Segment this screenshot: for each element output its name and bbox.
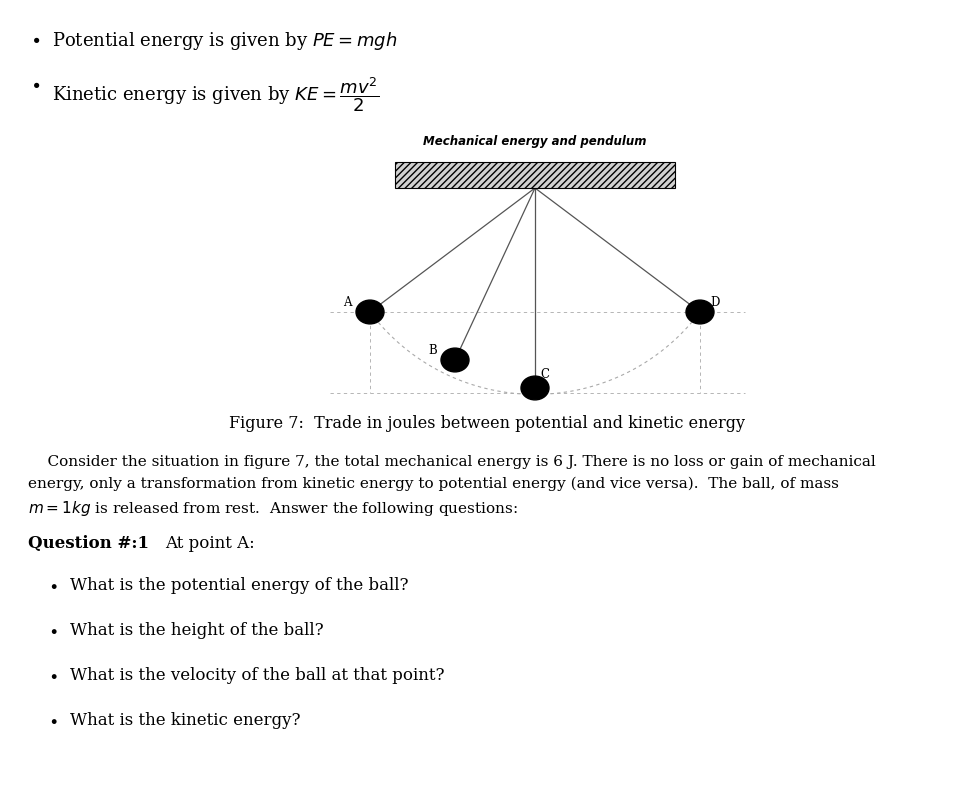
- Text: Question #:1: Question #:1: [28, 535, 149, 552]
- Text: C: C: [540, 368, 549, 381]
- Text: $\bullet$: $\bullet$: [48, 577, 58, 594]
- Text: Potential energy is given by $\mathit{PE} = \mathit{mgh}$: Potential energy is given by $\mathit{PE…: [52, 30, 398, 52]
- Text: What is the potential energy of the ball?: What is the potential energy of the ball…: [70, 577, 409, 594]
- Text: $\bullet$: $\bullet$: [48, 622, 58, 639]
- Text: What is the velocity of the ball at that point?: What is the velocity of the ball at that…: [70, 667, 445, 684]
- Text: Consider the situation in figure 7, the total mechanical energy is 6 J. There is: Consider the situation in figure 7, the …: [28, 455, 876, 469]
- Text: $m = 1kg$ is released from rest.  Answer the following questions:: $m = 1kg$ is released from rest. Answer …: [28, 499, 518, 518]
- Text: Kinetic energy is given by $\mathit{KE} = \dfrac{\mathit{mv}^2}{2}$: Kinetic energy is given by $\mathit{KE} …: [52, 75, 379, 114]
- Text: At point A:: At point A:: [165, 535, 254, 552]
- Text: B: B: [428, 344, 437, 357]
- Text: Figure 7:  Trade in joules between potential and kinetic energy: Figure 7: Trade in joules between potent…: [229, 415, 745, 432]
- Text: $\bullet$: $\bullet$: [48, 667, 58, 684]
- Text: energy, only a transformation from kinetic energy to potential energy (and vice : energy, only a transformation from kinet…: [28, 477, 838, 491]
- Ellipse shape: [356, 300, 384, 324]
- Bar: [395, 162, 675, 188]
- Ellipse shape: [441, 348, 469, 372]
- Text: $\bullet$: $\bullet$: [48, 712, 58, 729]
- Text: What is the kinetic energy?: What is the kinetic energy?: [70, 712, 300, 729]
- Text: $\bullet$: $\bullet$: [30, 30, 40, 48]
- Ellipse shape: [521, 376, 549, 400]
- Text: What is the height of the ball?: What is the height of the ball?: [70, 622, 324, 639]
- Ellipse shape: [686, 300, 714, 324]
- Text: D: D: [710, 296, 720, 309]
- Text: A: A: [343, 296, 352, 309]
- Text: Mechanical energy and pendulum: Mechanical energy and pendulum: [423, 135, 646, 148]
- Text: $\bullet$: $\bullet$: [30, 75, 40, 93]
